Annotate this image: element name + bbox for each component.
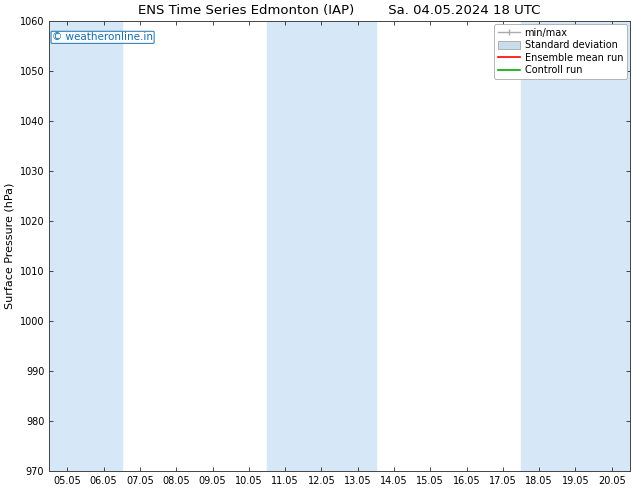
Bar [521, 21, 630, 471]
Text: © weatheronline.in: © weatheronline.in [52, 32, 153, 42]
Bar [49, 21, 122, 471]
Title: ENS Time Series Edmonton (IAP)        Sa. 04.05.2024 18 UTC: ENS Time Series Edmonton (IAP) Sa. 04.05… [138, 4, 541, 17]
Y-axis label: Surface Pressure (hPa): Surface Pressure (hPa) [4, 183, 14, 309]
Legend: min/max, Standard deviation, Ensemble mean run, Controll run: min/max, Standard deviation, Ensemble me… [495, 24, 627, 79]
Bar [267, 21, 376, 471]
